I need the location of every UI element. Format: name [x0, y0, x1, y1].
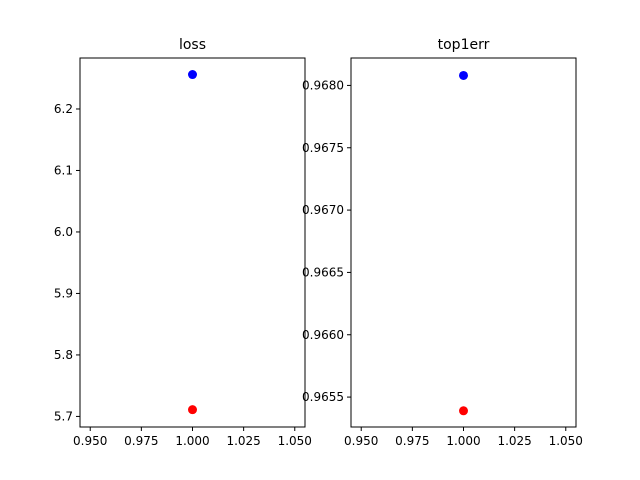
x-tick-label: 0.950: [344, 434, 378, 448]
subplot-top1err: top1err 0.950 0.975 1.000 1.025 1.050 0.9655 0.…: [302, 37, 583, 448]
x-tick-label: 0.950: [73, 434, 107, 448]
x-tick-label: 1.000: [446, 434, 480, 448]
x-tick-label: 1.050: [549, 434, 583, 448]
subplot-title: loss: [179, 37, 206, 53]
y-tick-label: 5.7: [54, 409, 73, 423]
y-tick-label: 5.9: [54, 286, 73, 300]
y-tick-label: 6.2: [54, 102, 73, 116]
y-tick-label: 6.1: [54, 163, 73, 177]
y-tick-label: 0.9665: [302, 265, 344, 279]
y-tick-label: 5.8: [54, 348, 73, 362]
data-point: [188, 405, 197, 415]
x-tick-label: 1.050: [278, 434, 312, 448]
y-tick-label: 0.9680: [302, 78, 344, 92]
y-tick-label: 0.9655: [302, 390, 344, 404]
subplot-loss: loss 0.950 0.975 1.000 1.025 1.050 5.7 5.8 5.9 6.…: [54, 37, 312, 448]
y-tick-label: 0.9660: [302, 328, 344, 342]
subplot-title: top1err: [438, 37, 490, 53]
data-point: [459, 406, 468, 416]
axes-frame: [350, 57, 577, 428]
x-tick-label: 1.025: [497, 434, 531, 448]
y-tick-label: 6.0: [54, 225, 73, 239]
x-tick-label: 0.975: [124, 434, 158, 448]
data-point: [188, 70, 197, 80]
x-tick-label: 0.975: [395, 434, 429, 448]
axes-frame: [79, 57, 306, 428]
y-tick-label: 0.9675: [302, 141, 344, 155]
y-tick-label: 0.9670: [302, 203, 344, 217]
data-point: [459, 70, 468, 80]
x-tick-label: 1.000: [175, 434, 209, 448]
x-tick-label: 1.025: [226, 434, 260, 448]
